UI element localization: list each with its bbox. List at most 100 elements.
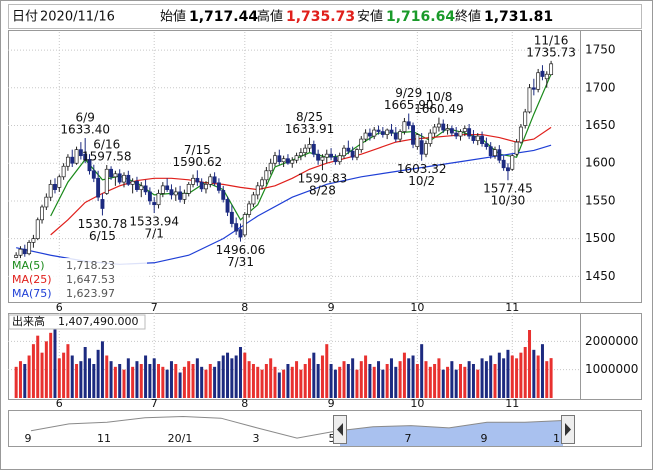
volume-bar [256, 366, 260, 398]
candle-body [160, 185, 165, 194]
volume-bar [87, 358, 91, 398]
volume-bar [269, 358, 273, 398]
candle-body [35, 219, 40, 239]
candle-body [247, 203, 252, 215]
candle-body [436, 123, 441, 128]
candle-body [523, 111, 528, 126]
field-value: 1,716.64 [386, 9, 455, 25]
volume-bar [49, 332, 53, 398]
field-label: 終値 [455, 9, 481, 25]
candle-body [471, 135, 476, 141]
volume-bar [40, 352, 44, 398]
annotation-date: 10/8 [425, 90, 452, 104]
candle-body [104, 168, 109, 194]
volume-bar [540, 344, 544, 398]
volume-bar [75, 364, 79, 398]
volume-bar [454, 369, 458, 398]
main-panel [8, 30, 642, 303]
volume-bar [493, 364, 497, 398]
x-tick-label: 8 [241, 397, 248, 410]
candle-body [109, 168, 114, 178]
volume-bar [251, 364, 255, 398]
x-tick-label: 10 [410, 301, 424, 314]
volume-bar [83, 347, 87, 398]
candle-body [100, 199, 105, 209]
candle-body [225, 199, 230, 213]
x-tick-label: 11 [505, 301, 519, 314]
candle-body [527, 87, 532, 113]
candle-body [493, 149, 497, 157]
candle-body [359, 138, 364, 151]
candle-body [264, 170, 269, 181]
volume-bar [433, 364, 437, 398]
volume-bar [57, 358, 61, 398]
candle-body [316, 153, 321, 161]
volume-bar [381, 369, 385, 398]
candle-body [506, 167, 510, 172]
annotation-value: 1665.90 [384, 98, 434, 112]
legend-name: MA(75) [12, 287, 52, 300]
annotation-date: 11/16 [534, 33, 569, 47]
y-tick-label: 1450 [585, 269, 616, 283]
y-tick-label: 1000000 [585, 362, 638, 376]
navigator-label: 20/1 [168, 432, 193, 445]
candle-body [536, 72, 541, 90]
volume-bar [346, 364, 350, 398]
volume-bar [480, 358, 484, 398]
volume-bar [355, 369, 359, 398]
candle-body [221, 190, 226, 200]
volume-bar [122, 369, 126, 398]
volume-bar [36, 335, 40, 398]
annotation-date: 6/9 [76, 111, 95, 125]
volume-label-value: 1,407,490.000 [58, 315, 138, 328]
field-value: 1,717.44 [189, 9, 258, 25]
candle-body [126, 174, 131, 185]
candle-body [311, 144, 316, 155]
x-tick-label: 11 [505, 397, 519, 410]
candle-body [329, 153, 334, 158]
y-tick-label: 1500 [585, 231, 616, 245]
volume-bar [27, 355, 31, 398]
candle-body [130, 180, 135, 185]
candle-body [467, 128, 472, 137]
legend-name: MA(25) [12, 273, 52, 286]
field-label: 高値 [257, 9, 283, 25]
volume-bar [105, 355, 109, 398]
y-tick-label: 1600 [585, 156, 616, 170]
volume-bar [364, 355, 368, 398]
volume-label-name: 出来高 [12, 314, 45, 328]
volume-bar [152, 358, 156, 398]
candle-body [74, 149, 79, 164]
volume-bar [312, 352, 316, 398]
candle-body [497, 149, 502, 161]
candle-body [277, 155, 282, 163]
candle-body [57, 176, 62, 188]
candle-body [285, 158, 290, 164]
annotation-date: 7/1 [145, 227, 164, 241]
volume-bar [31, 344, 35, 398]
volume-bar [126, 358, 130, 398]
candle-body [260, 179, 265, 187]
annotation-value: 1530.78 [78, 217, 128, 231]
navigator-handles[interactable] [333, 415, 575, 444]
field-label: 安値 [357, 9, 383, 25]
handle-arrow [337, 423, 343, 436]
volume-bar [437, 358, 441, 398]
volume-bar [169, 361, 173, 398]
volume-bar [308, 358, 312, 398]
annotation-value: 1735.73 [526, 45, 576, 59]
volume-bar [415, 364, 419, 398]
candle-body [242, 214, 247, 236]
candle-body [48, 183, 53, 198]
candle-body [186, 183, 191, 194]
x-tick-label: 7 [151, 301, 158, 314]
volume-bar [377, 361, 381, 398]
volume-bar [208, 364, 212, 398]
candle-body [445, 128, 450, 131]
volume-bar [118, 364, 122, 398]
candle-body [475, 135, 480, 141]
candle-body [432, 126, 437, 134]
field-value: 1,735.73 [286, 9, 355, 25]
candle-body [406, 121, 411, 126]
volume-bar [325, 344, 329, 398]
